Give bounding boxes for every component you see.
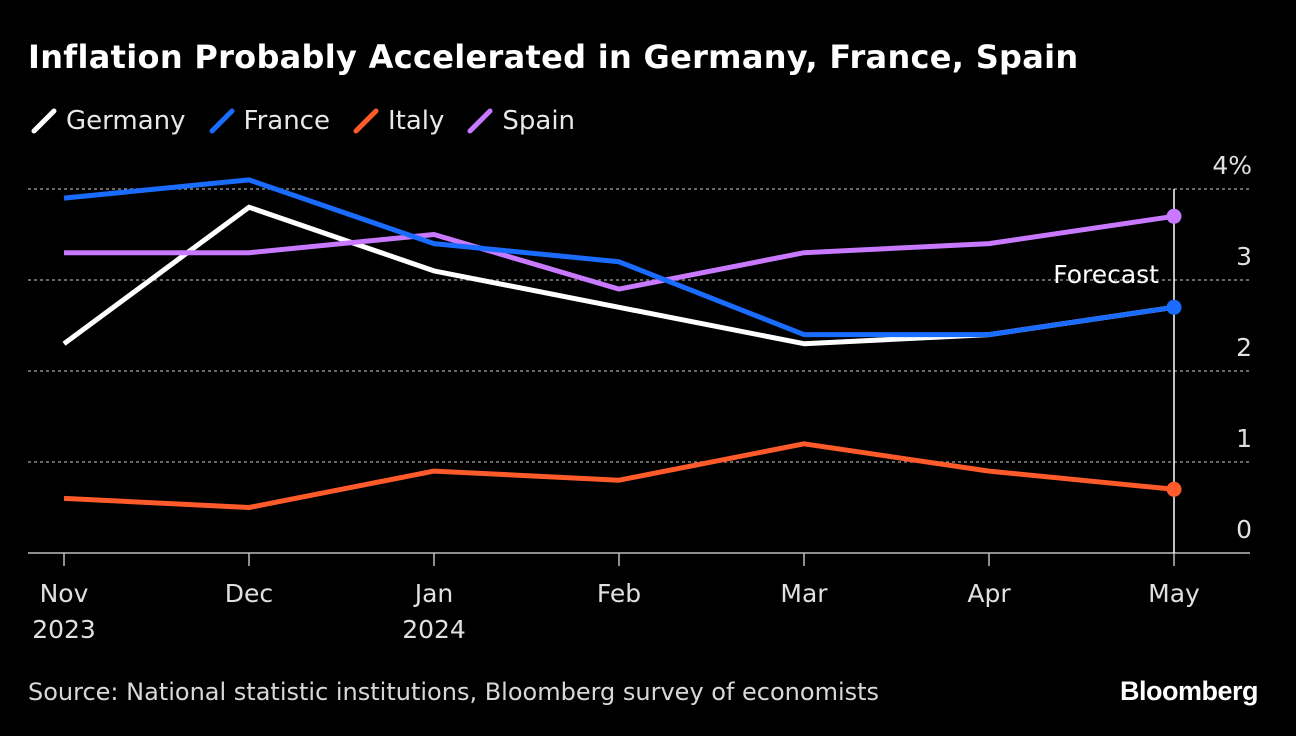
x-tick-label: Apr <box>967 579 1011 608</box>
legend-swatch-italy <box>353 108 379 134</box>
chart-title: Inflation Probably Accelerated in German… <box>28 38 1079 76</box>
forecast-point-france <box>1166 299 1182 315</box>
x-tick-label: Feb <box>597 579 641 608</box>
legend-item-italy: Italy <box>352 106 444 136</box>
x-tick-label: Dec <box>225 579 273 608</box>
label-layer: 0 1 2 3 4% Forecast Nov 2023 Dec Jan 2024 Feb Mar Apr… <box>32 151 1252 644</box>
legend-label: Spain <box>502 106 576 136</box>
forecast-point-italy <box>1166 481 1182 497</box>
series-layer <box>62 177 1182 510</box>
series-line-spain <box>64 213 1175 292</box>
legend-swatch-germany <box>31 108 57 134</box>
series-line-france <box>63 177 1175 338</box>
x-tick-label: May <box>1148 579 1200 608</box>
y-tick-label: 1 <box>1236 424 1252 453</box>
legend-label: France <box>243 106 330 136</box>
legend-item-germany: Germany <box>30 106 186 136</box>
series-line-germany <box>62 204 1175 347</box>
grid-layer <box>28 188 1250 554</box>
y-tick-label: 3 <box>1236 242 1252 271</box>
legend-label: Germany <box>66 106 186 136</box>
x-tick-label: Mar <box>780 579 828 608</box>
legend-item-spain: Spain <box>466 106 575 136</box>
legend-swatch-spain <box>467 108 493 134</box>
source-note: Source: National statistic institutions,… <box>28 678 880 706</box>
y-tick-label: 4% <box>1212 151 1252 180</box>
x-tick-year-label: 2023 <box>32 615 96 644</box>
series-line-italy <box>63 441 1175 510</box>
axis-layer <box>63 189 1175 566</box>
forecast-point-spain <box>1166 208 1182 224</box>
forecast-annotation: Forecast <box>1053 260 1159 289</box>
y-tick-label: 0 <box>1236 515 1252 544</box>
legend-item-france: France <box>208 106 330 136</box>
bloomberg-logo: Bloomberg <box>1119 676 1259 706</box>
y-tick-label: 2 <box>1236 333 1252 362</box>
legend: Germany France Italy Spain <box>30 106 597 136</box>
x-tick-label: Jan <box>413 579 454 608</box>
legend-label: Italy <box>387 106 445 136</box>
x-tick-label: Nov <box>40 579 89 608</box>
x-tick-year-label: 2024 <box>402 615 466 644</box>
legend-swatch-france <box>209 108 235 134</box>
